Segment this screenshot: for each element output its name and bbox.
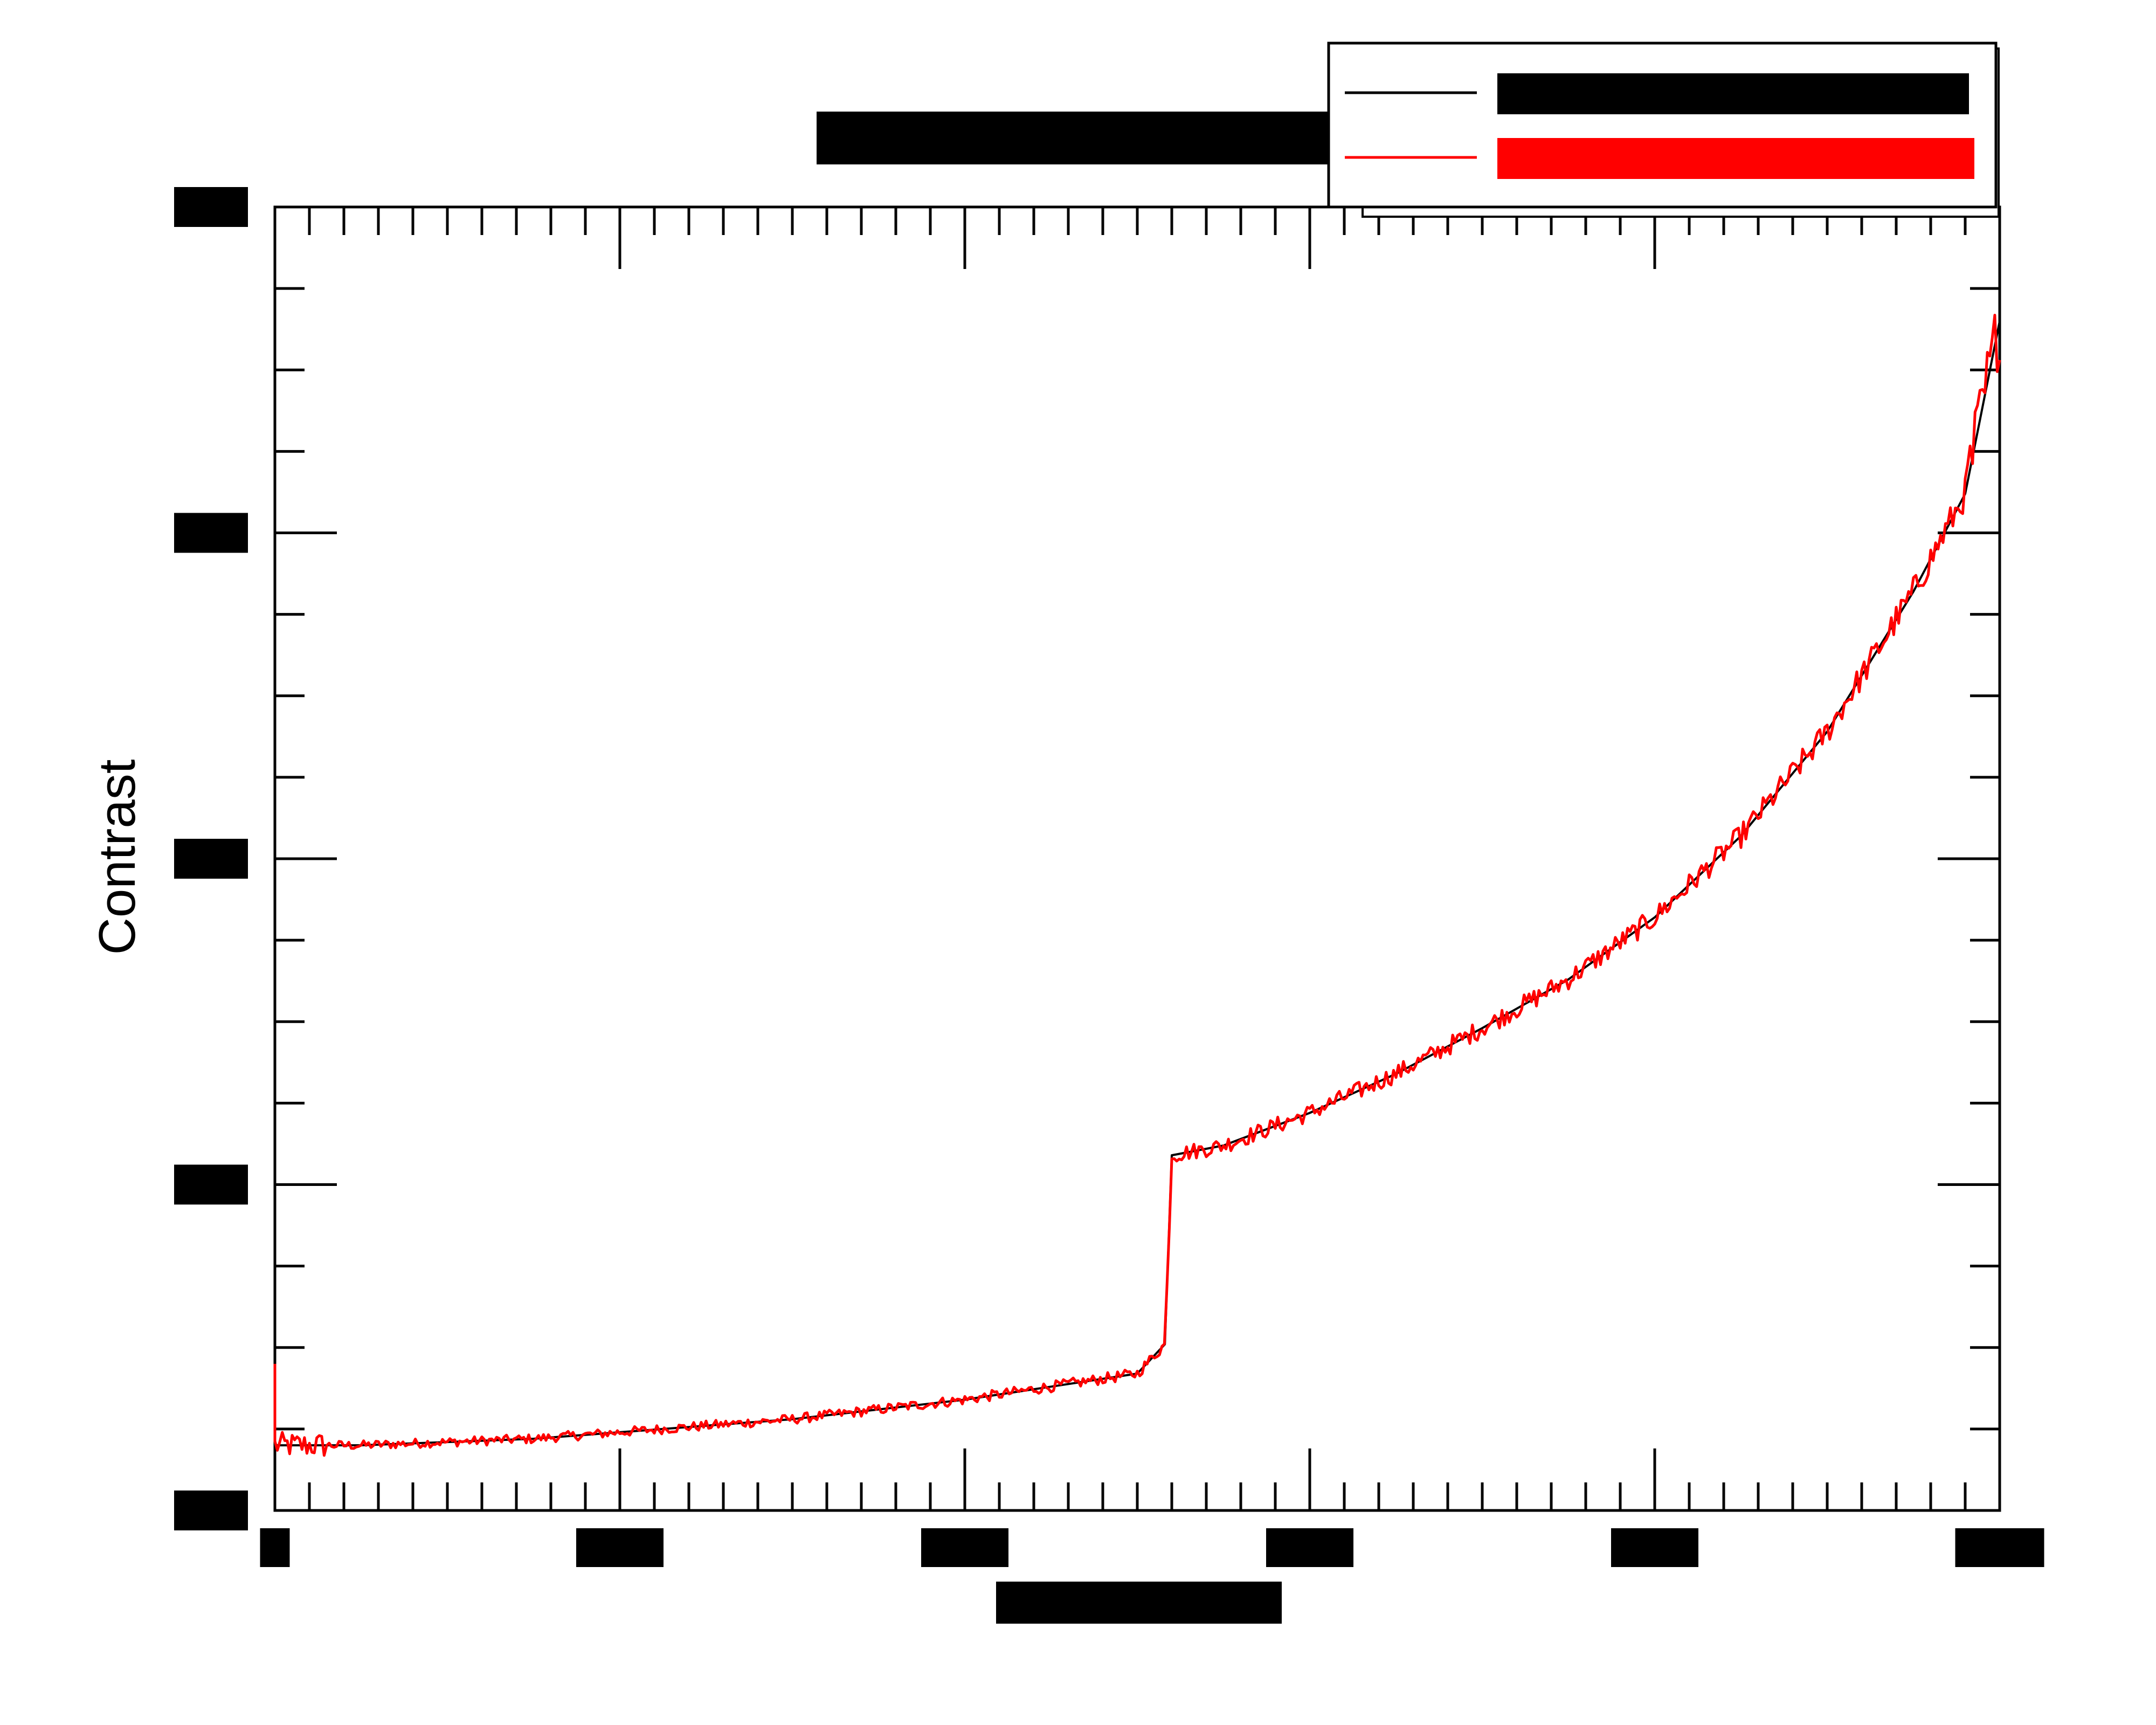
legend xyxy=(1327,42,2000,218)
x-tick-label-redacted xyxy=(1266,1528,1353,1567)
x-tick-label-redacted xyxy=(576,1528,664,1567)
x-tick-label-redacted xyxy=(260,1528,290,1567)
y-axis-label: Contrast xyxy=(88,760,146,955)
x-axis-label-redacted xyxy=(996,1582,1282,1624)
series-layer xyxy=(273,314,2001,1457)
legend-box xyxy=(1327,42,1998,209)
y-tick-label-redacted xyxy=(174,839,248,879)
y-tick-label-redacted xyxy=(174,187,248,227)
legend-label-black-redacted xyxy=(1497,73,1969,114)
x-tick-label-redacted xyxy=(1611,1528,1698,1567)
y-tick-label-redacted xyxy=(174,1491,248,1530)
chart-title-redacted xyxy=(817,112,1399,164)
x-tick-label-redacted xyxy=(921,1528,1008,1567)
x-tick-label-redacted xyxy=(1955,1528,2044,1567)
axis-ticks xyxy=(273,205,2001,1512)
legend-label-red-redacted xyxy=(1497,138,1974,179)
series-line-red xyxy=(273,314,2001,1457)
y-tick-label-redacted xyxy=(174,1164,248,1205)
y-tick-label-redacted xyxy=(174,513,248,553)
tick-labels xyxy=(174,187,2044,1567)
plot-frame xyxy=(273,205,2001,1512)
